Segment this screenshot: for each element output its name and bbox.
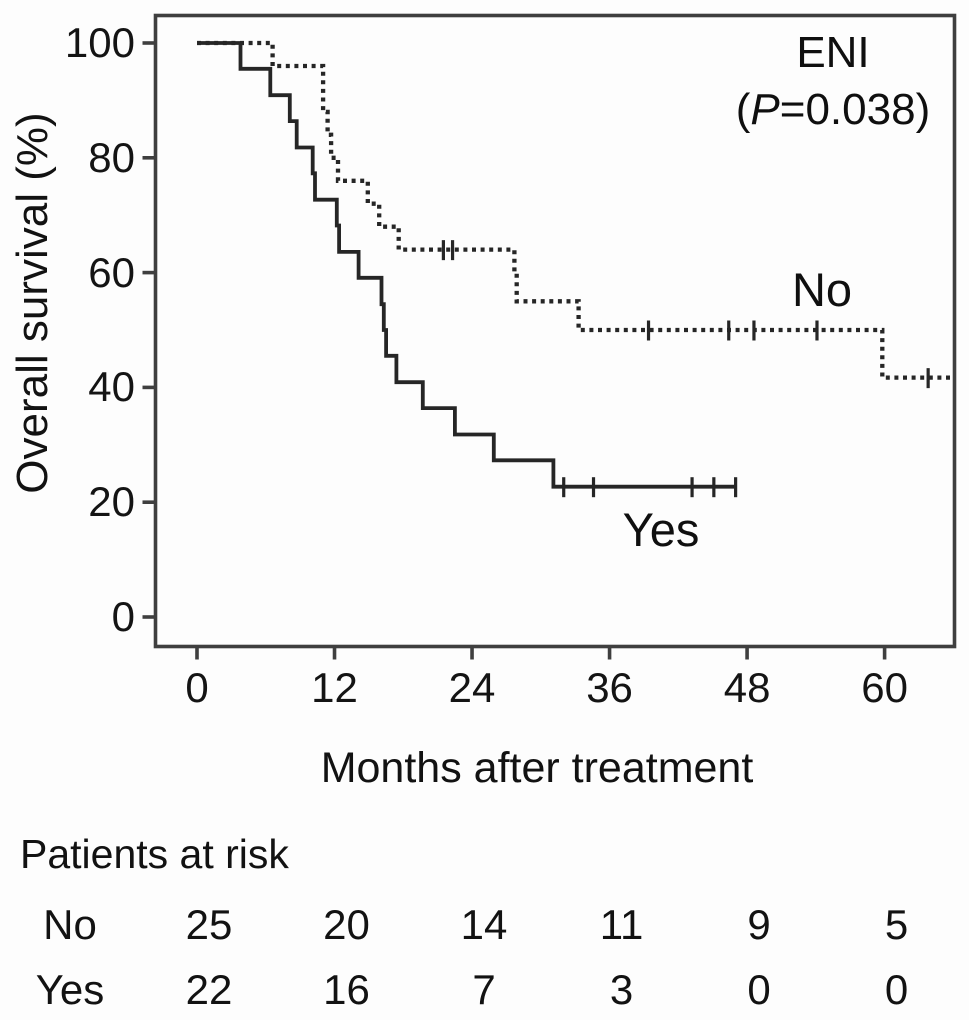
curve-label-yes: Yes <box>622 503 700 556</box>
pvalue-open-paren: ( <box>735 85 751 134</box>
y-tick-label: 40 <box>88 363 135 411</box>
y-tick-label: 60 <box>88 248 135 296</box>
x-tick-label: 36 <box>586 664 633 711</box>
risk-count-yes-m36: 3 <box>609 966 634 1013</box>
risk-count-no-m0: 25 <box>185 901 233 948</box>
x-tick-label: 60 <box>861 664 908 711</box>
curve-label-no: No <box>791 263 853 316</box>
risk-count-yes-m24: 7 <box>472 966 496 1013</box>
survival-curve-no <box>197 40 955 380</box>
risk-count-no-m24: 14 <box>460 901 508 948</box>
pvalue-variable: P <box>750 85 780 134</box>
y-tick-label: 100 <box>64 19 135 66</box>
risk-count-no-m48: 9 <box>747 901 771 948</box>
y-tick-label: 20 <box>88 478 135 526</box>
y-tick-label: 80 <box>88 133 135 181</box>
annotation-pvalue: (P=0.038) <box>683 81 969 138</box>
risk-count-yes-m12: 16 <box>323 966 370 1013</box>
risk-row-label-yes: Yes <box>35 966 105 1013</box>
annotation-group-label: ENI <box>796 28 870 77</box>
risk-count-no-m36: 11 <box>599 901 644 948</box>
x-tick-label: 24 <box>448 664 496 711</box>
y-tick-label: 0 <box>111 593 135 640</box>
risk-table-title: Patients at risk <box>20 831 289 877</box>
pvalue-rest: =0.038) <box>779 85 931 134</box>
risk-row-label-no: No <box>43 901 97 948</box>
risk-count-no-m12: 20 <box>323 901 370 948</box>
risk-count-no-m60: 5 <box>884 901 909 948</box>
risk-count-yes-m48: 0 <box>747 966 771 1013</box>
plot-frame <box>153 13 957 649</box>
x-tick-label: 12 <box>311 664 358 711</box>
risk-count-yes-m60: 0 <box>884 966 909 1013</box>
annotation-eni: ENI (P=0.038) <box>683 24 969 138</box>
x-axis-title: Months after treatment <box>320 744 754 792</box>
risk-count-yes-m0: 22 <box>185 966 233 1013</box>
x-tick-label: 0 <box>185 664 209 711</box>
x-tick-label: 48 <box>723 664 771 711</box>
survival-curve-yes <box>197 41 736 489</box>
